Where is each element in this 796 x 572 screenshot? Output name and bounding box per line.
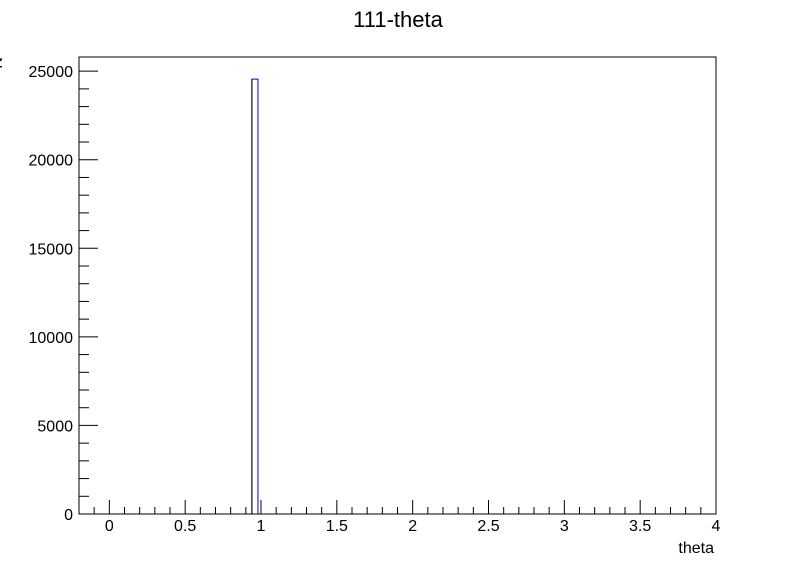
y-axis-ticks: 0 5000 10000 15000 20000 25000: [29, 64, 98, 524]
plot-frame: [78, 56, 717, 515]
y-tick-label: 10000: [29, 330, 74, 347]
y-tick-label: 20000: [29, 153, 74, 170]
y-tick-label: 15000: [29, 241, 74, 258]
x-tick-label: 1.5: [326, 518, 348, 535]
x-tick-label: 1: [257, 518, 266, 535]
y-tick-label: 5000: [37, 418, 73, 435]
y-axis-title: N: [0, 57, 6, 69]
x-tick-label: 0: [105, 518, 114, 535]
x-axis-ticks: 0 0.5 1 1.5 2 2.5 3 3.5 4: [93, 500, 721, 535]
x-tick-label: 2: [408, 518, 417, 535]
y-axis-title-group: N: [0, 57, 6, 69]
y-tick-label: 25000: [29, 64, 74, 81]
x-tick-label: 2.5: [477, 518, 499, 535]
y-tick-label: 0: [64, 507, 73, 524]
x-axis-title: theta: [678, 540, 714, 557]
x-tick-label: 3.5: [629, 518, 651, 535]
chart-title: 111-theta: [353, 7, 443, 32]
histogram-bin: [251, 78, 259, 514]
x-tick-label: 3: [560, 518, 569, 535]
histogram-bins: [251, 78, 259, 514]
x-tick-label: 4: [712, 518, 721, 535]
x-tick-label: 0.5: [174, 518, 196, 535]
